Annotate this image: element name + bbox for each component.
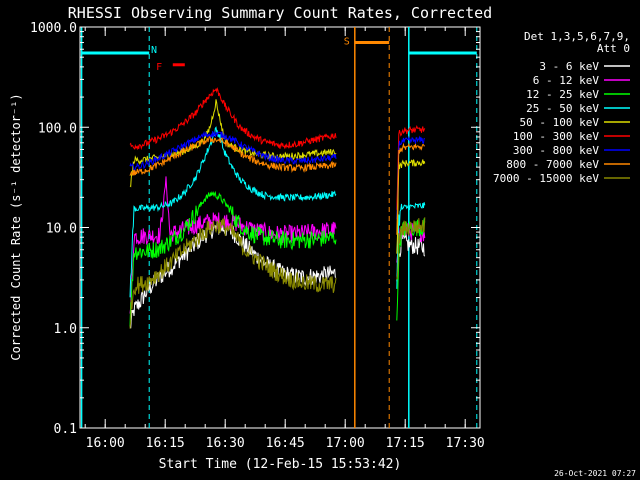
legend-label: 50 - 100 keV [520, 116, 600, 129]
annotation-layer: NF S [80, 27, 478, 428]
series-line [129, 218, 337, 329]
legend-label: 300 - 800 keV [513, 144, 599, 157]
series-line [396, 159, 426, 254]
y-tick-label: 1000.0 [30, 21, 77, 36]
x-tick-label: 17:30 [446, 436, 485, 451]
series-line [396, 125, 426, 210]
series-line [396, 135, 425, 220]
series-line [129, 87, 337, 151]
x-tick-label: 16:30 [206, 436, 245, 451]
series-line [396, 142, 425, 235]
series-line [396, 202, 426, 289]
legend-label: 800 - 7000 keV [506, 158, 599, 171]
legend-label: 25 - 50 keV [526, 102, 599, 115]
y-tick-label: 1.0 [54, 322, 77, 337]
x-tick-label: 16:15 [146, 436, 185, 451]
x-tick-label: 16:45 [266, 436, 305, 451]
series-line [396, 217, 426, 280]
x-tick-label: 16:00 [86, 436, 125, 451]
y-tick-label: 100.0 [38, 121, 77, 136]
chart-title: RHESSI Observing Summary Count Rates, Co… [68, 4, 492, 22]
legend-label: 6 - 12 keV [533, 74, 600, 87]
legend-header: Att 0 [597, 42, 630, 55]
series-line [129, 136, 337, 176]
x-axis-ticks: 16:00 16:15 16:30 16:45 17:00 17:15 17:30 [84, 27, 485, 451]
series-line [129, 126, 337, 298]
legend-label: 7000 - 15000 keV [493, 172, 599, 185]
x-tick-label: 17:15 [386, 436, 425, 451]
series-layer [129, 87, 426, 329]
series-line [129, 190, 337, 327]
y-tick-label: 10.0 [46, 222, 77, 237]
flag-label: S [344, 37, 350, 48]
legend-label: 3 - 6 keV [539, 60, 599, 73]
y-axis-ticks: 0.1 1.0 10.0 100.0 1000.0 [30, 21, 480, 437]
x-tick-label: 17:00 [326, 436, 365, 451]
timestamp-footer: 26-Oct-2021 07:27 [554, 469, 636, 478]
y-axis-label: Corrected Count Rate (s⁻¹ detector⁻¹) [9, 93, 23, 360]
series-line [129, 130, 337, 172]
flag-label: N [151, 45, 157, 56]
legend-label: 12 - 25 keV [526, 88, 599, 101]
x-axis-label: Start Time (12-Feb-15 15:53:42) [159, 457, 402, 472]
legend-label: 100 - 300 keV [513, 130, 599, 143]
legend-header: Det 1,3,5,6,7,9, [524, 30, 630, 43]
y-tick-label: 0.1 [54, 422, 77, 437]
flag-label: F [156, 62, 162, 73]
